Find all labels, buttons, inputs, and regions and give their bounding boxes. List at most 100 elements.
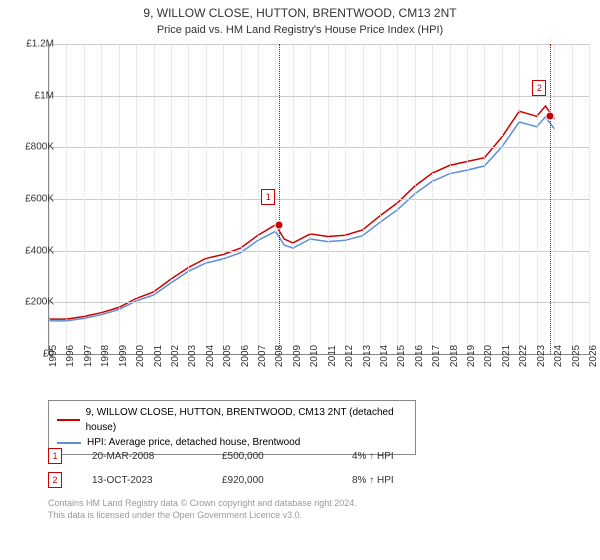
marker-dot (546, 112, 555, 121)
gridline-v (258, 44, 259, 354)
gridline-h (49, 96, 589, 97)
gridline-v (450, 44, 451, 354)
x-axis-label: 2019 (466, 345, 477, 367)
legend-label: 9, WILLOW CLOSE, HUTTON, BRENTWOOD, CM13… (86, 405, 407, 435)
marker-vline (279, 44, 280, 354)
marker-row-price: £920,000 (222, 475, 322, 486)
series-line-property (49, 106, 554, 319)
marker-row-price: £500,000 (222, 451, 322, 462)
marker-row: 1 20-MAR-2008 £500,000 4% ↑ HPI (48, 444, 452, 468)
gridline-v (206, 44, 207, 354)
gridline-v (241, 44, 242, 354)
gridline-v (310, 44, 311, 354)
x-axis-label: 2015 (396, 345, 407, 367)
x-axis-label: 2013 (362, 345, 373, 367)
gridline-v (345, 44, 346, 354)
gridline-v (589, 44, 590, 354)
gridline-v (84, 44, 85, 354)
x-axis-label: 2000 (135, 345, 146, 367)
gridline-v (502, 44, 503, 354)
gridline-v (484, 44, 485, 354)
marker-row-hpi: 8% ↑ HPI (352, 475, 452, 486)
marker-number: 1 (261, 189, 275, 205)
gridline-h (49, 199, 589, 200)
marker-row-date: 20-MAR-2008 (92, 451, 192, 462)
gridline-v (171, 44, 172, 354)
gridline-v (363, 44, 364, 354)
footer-line-2: This data is licensed under the Open Gov… (48, 510, 357, 522)
x-axis-label: 2025 (571, 345, 582, 367)
y-axis-label: £400K (8, 245, 54, 256)
x-axis-label: 2007 (257, 345, 268, 367)
x-axis-label: 2005 (222, 345, 233, 367)
gridline-v (188, 44, 189, 354)
marker-row-hpi: 4% ↑ HPI (352, 451, 452, 462)
marker-dot (275, 220, 284, 229)
footer-text: Contains HM Land Registry data © Crown c… (48, 498, 357, 521)
x-axis-label: 2008 (274, 345, 285, 367)
gridline-h (49, 44, 589, 45)
gridline-v (380, 44, 381, 354)
x-axis-label: 1996 (65, 345, 76, 367)
x-axis-label: 2016 (414, 345, 425, 367)
y-axis-label: £1.2M (8, 39, 54, 50)
x-axis-label: 2017 (431, 345, 442, 367)
x-axis-label: 1997 (83, 345, 94, 367)
marker-row: 2 13-OCT-2023 £920,000 8% ↑ HPI (48, 468, 452, 492)
gridline-h (49, 147, 589, 148)
chart-container: 9, WILLOW CLOSE, HUTTON, BRENTWOOD, CM13… (0, 0, 600, 560)
gridline-v (432, 44, 433, 354)
x-axis-label: 2026 (588, 345, 599, 367)
x-axis-label: 2022 (518, 345, 529, 367)
plot-area: 12 (48, 44, 589, 355)
footer-line-1: Contains HM Land Registry data © Crown c… (48, 498, 357, 510)
gridline-v (275, 44, 276, 354)
chart-subtitle: Price paid vs. HM Land Registry's House … (0, 24, 600, 36)
x-axis-label: 1999 (118, 345, 129, 367)
gridline-v (154, 44, 155, 354)
gridline-v (66, 44, 67, 354)
gridline-v (415, 44, 416, 354)
gridline-v (554, 44, 555, 354)
gridline-v (572, 44, 573, 354)
marker-row-number: 1 (48, 448, 62, 464)
x-axis-label: 2024 (553, 345, 564, 367)
x-axis-label: 2002 (170, 345, 181, 367)
x-axis-label: 1995 (48, 345, 59, 367)
x-axis-label: 2011 (327, 345, 338, 367)
chart-title: 9, WILLOW CLOSE, HUTTON, BRENTWOOD, CM13… (0, 0, 600, 22)
x-axis-label: 2010 (309, 345, 320, 367)
x-axis-label: 2001 (153, 345, 164, 367)
gridline-v (328, 44, 329, 354)
gridline-v (119, 44, 120, 354)
x-axis-label: 2004 (205, 345, 216, 367)
y-axis-label: £200K (8, 297, 54, 308)
x-axis-label: 2009 (292, 345, 303, 367)
gridline-v (136, 44, 137, 354)
gridline-v (397, 44, 398, 354)
marker-row-number: 2 (48, 472, 62, 488)
gridline-h (49, 302, 589, 303)
x-axis-label: 2023 (536, 345, 547, 367)
x-axis-label: 2006 (240, 345, 251, 367)
x-axis-label: 1998 (100, 345, 111, 367)
x-axis-label: 2003 (187, 345, 198, 367)
x-axis-label: 2018 (449, 345, 460, 367)
gridline-v (101, 44, 102, 354)
marker-row-date: 13-OCT-2023 (92, 475, 192, 486)
gridline-v (223, 44, 224, 354)
marker-number: 2 (532, 80, 546, 96)
legend-item: 9, WILLOW CLOSE, HUTTON, BRENTWOOD, CM13… (57, 405, 407, 435)
y-axis-label: £800K (8, 142, 54, 153)
legend-swatch (57, 419, 80, 421)
y-axis-label: £600K (8, 194, 54, 205)
gridline-h (49, 251, 589, 252)
gridline-v (293, 44, 294, 354)
y-axis-label: £1M (8, 90, 54, 101)
gridline-v (519, 44, 520, 354)
x-axis-label: 2021 (501, 345, 512, 367)
gridline-v (467, 44, 468, 354)
markers-table: 1 20-MAR-2008 £500,000 4% ↑ HPI 2 13-OCT-2023… (48, 444, 452, 492)
x-axis-label: 2014 (379, 345, 390, 367)
marker-vline (550, 44, 551, 354)
